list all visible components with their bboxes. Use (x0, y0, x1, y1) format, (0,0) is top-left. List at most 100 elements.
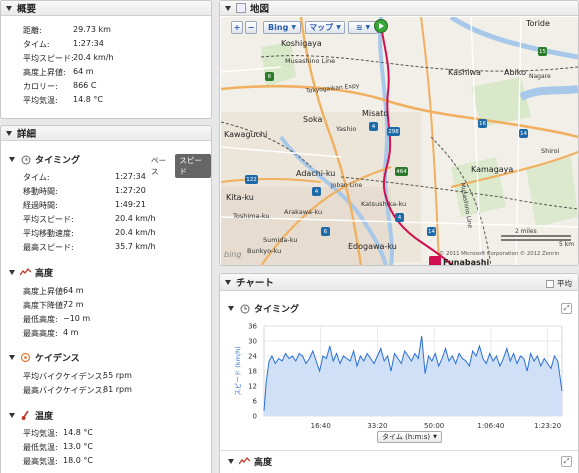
speed-toggle-button[interactable]: スピード (175, 154, 211, 178)
pace-toggle-button[interactable]: ペース (151, 156, 166, 176)
route-shield-icon: 464 (395, 167, 408, 176)
y-tick-label: 12 (248, 383, 257, 391)
stat-row: 距離: 29.73 km (23, 25, 111, 36)
place-label: Kawaguchi (224, 130, 268, 139)
scale-miles-label: 2 miles (515, 228, 537, 235)
details-title: 詳細 (17, 129, 37, 140)
stat-value: 81 rpm (103, 385, 132, 394)
stat-label: 高度上昇値: (23, 287, 66, 296)
place-label: Musashino Line (285, 57, 336, 65)
bing-dropdown[interactable]: Bing ▼ (263, 21, 301, 34)
y-axis-label: スピード (km/h) (234, 346, 242, 396)
timing-section-header[interactable]: タイミング (9, 153, 80, 166)
chart-elevation-header[interactable]: 高度 (228, 455, 272, 468)
collapse-triangle-icon[interactable] (228, 306, 234, 311)
x-tick-label: 33:20 (367, 422, 387, 430)
zoom-out-button[interactable]: − (245, 21, 257, 34)
pace-speed-toggle[interactable]: ペース スピード (147, 154, 211, 178)
route-shield-icon: 14 (427, 227, 436, 236)
stat-row: 高度上昇値: 64 m (23, 67, 94, 78)
place-label: Sumida-ku (263, 236, 298, 244)
cadence-title: ケイデンス (35, 354, 80, 364)
temperature-title: 温度 (35, 412, 54, 422)
stat-label: カロリー: (23, 82, 58, 91)
place-label: Shiroi (541, 147, 560, 155)
y-tick-label: 30 (248, 338, 257, 346)
map-background (221, 17, 578, 265)
x-tick-label: 1:06:40 (477, 422, 504, 430)
avg-label: 平均 (557, 279, 572, 288)
y-tick-label: 18 (248, 368, 257, 376)
map-header[interactable]: 地図 (220, 1, 578, 16)
details-panel: 詳細 タイミング ペース スピード タイム: 1:27:34 移動時間: 1:27:2… (0, 125, 212, 473)
stat-row: 最高バイクケイデンス: 81 rpm (23, 385, 132, 396)
x-tick-label: 50:00 (424, 422, 444, 430)
stat-value: 55 rpm (103, 371, 132, 380)
summary-header[interactable]: 概要 (1, 1, 211, 16)
stat-row: 経過時間: 1:49:21 (23, 200, 146, 211)
end-marker-icon[interactable] (429, 256, 441, 265)
summary-panel: 概要 距離: 29.73 km タイム: 1:27:34 平均スピード: 20.4 km/… (0, 0, 212, 119)
elevation-section-header[interactable]: 高度 (9, 266, 53, 279)
collapse-triangle-icon[interactable] (225, 279, 231, 285)
stat-row: 平均気温: 14.8 °C (23, 428, 93, 439)
summary-title: 概要 (17, 4, 37, 15)
route-shield-icon: 298 (387, 127, 400, 136)
route-shield-icon: 4 (312, 187, 321, 196)
map-canvas[interactable]: + − Bing ▼ マップ ▼ ≋ ▼ Toride Koshigaya Mu… (221, 17, 578, 265)
place-label: Edogawa-ku (348, 242, 397, 251)
stat-value: 64 m (63, 286, 84, 295)
start-marker-icon[interactable] (374, 19, 388, 33)
map-type-dropdown[interactable]: マップ ▼ (305, 21, 345, 34)
collapse-triangle-icon[interactable] (9, 355, 15, 360)
collapse-triangle-icon[interactable] (228, 459, 234, 464)
chart-header[interactable]: チャート (220, 274, 578, 291)
stat-value: 1:27:20 (115, 186, 146, 195)
stat-value: 1:27:34 (115, 172, 146, 181)
clock-icon (239, 303, 250, 314)
stat-label: 移動時間: (23, 187, 58, 196)
speed-chart[interactable]: 0 6 12 18 24 30 36 16:40 33:20 50:00 1:06:40 1:23:2… (228, 322, 568, 432)
chart-title: チャート (236, 278, 274, 289)
collapse-triangle-icon[interactable] (6, 130, 12, 136)
stat-row: 平均スピード: 20.4 km/h (23, 214, 156, 225)
map-copyright: © 2011 Microsoft Corporation © 2012 Zenr… (439, 251, 560, 257)
cadence-section-header[interactable]: ケイデンス (9, 351, 80, 364)
xaxis-select-label: タイム (h:m:s) (382, 433, 431, 441)
avg-toggle[interactable]: 平均 (546, 278, 572, 289)
chevron-down-icon: ▼ (291, 24, 296, 31)
chart-elevation-title: 高度 (254, 458, 273, 468)
stat-label: タイム: (23, 173, 50, 182)
chevron-down-icon: ▼ (433, 434, 438, 440)
collapse-triangle-icon[interactable] (6, 5, 12, 11)
zoom-in-button[interactable]: + (231, 21, 243, 34)
y-tick-label: 36 (248, 323, 257, 331)
collapse-triangle-icon[interactable] (9, 270, 15, 275)
expand-chart-icon[interactable]: ⤢ (561, 303, 572, 314)
place-label: Kamagaya (471, 165, 514, 174)
avg-checkbox[interactable] (546, 279, 554, 288)
route-line (380, 24, 454, 265)
stat-value: 20.4 km/h (73, 53, 114, 62)
stat-value: 20.4 km/h (115, 214, 156, 223)
stat-value: 866 C (73, 81, 97, 90)
expand-chart-icon[interactable]: ⤢ (561, 456, 572, 467)
clock-icon (20, 154, 31, 165)
collapse-triangle-icon[interactable] (9, 413, 15, 418)
timing-title: タイミング (35, 156, 81, 166)
temperature-section-header[interactable]: 温度 (9, 409, 53, 422)
route-shield-icon: 15 (538, 47, 547, 56)
map-title: 地図 (250, 4, 270, 15)
chart-timing-header[interactable]: タイミング (228, 302, 299, 315)
chart-panel: チャート 平均 タイミング ⤢ 0 6 12 18 24 30 36 16:40 33:20 50… (219, 273, 579, 473)
stat-value: 14.8 °C (73, 95, 103, 104)
details-header[interactable]: 詳細 (1, 126, 211, 141)
route-shield-icon: 4 (369, 122, 378, 131)
stat-row: 平均スピード: 20.4 km/h (23, 53, 114, 64)
x-tick-label: 16:40 (311, 422, 331, 430)
collapse-triangle-icon[interactable] (9, 157, 15, 162)
stat-label: 経過時間: (23, 201, 58, 210)
elevation-title: 高度 (35, 269, 54, 279)
xaxis-select[interactable]: タイム (h:m:s) ▼ (377, 431, 443, 443)
collapse-triangle-icon[interactable] (225, 5, 231, 11)
